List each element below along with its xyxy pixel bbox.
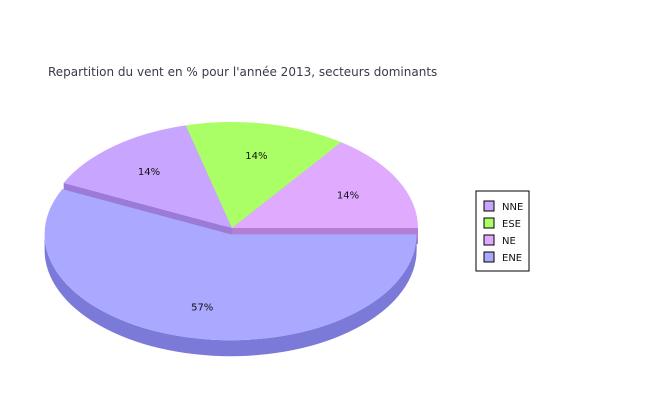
legend-label-ese: ESE (502, 219, 521, 230)
legend: NNE ESE NE ENE (475, 190, 530, 272)
pie-labels: 57% 14% 14% 14% (138, 151, 359, 314)
pie-slices (44, 122, 418, 357)
legend-swatch-ese (483, 217, 495, 229)
legend-swatch-ne (483, 234, 495, 246)
legend-label-ne: NE (502, 236, 516, 247)
pie-slice-ene (44, 189, 417, 341)
slice-label-ese: 14% (245, 151, 267, 162)
chart-title: Repartition du vent en % pour l'année 20… (48, 65, 437, 79)
pie-slice-nne (63, 125, 233, 228)
legend-swatch-nne (483, 200, 495, 212)
legend-label-nne: NNE (502, 202, 523, 213)
pie-slice-ese (185, 122, 342, 228)
slice-label-ene: 57% (191, 303, 213, 314)
slice-label-ne: 14% (337, 190, 359, 201)
slice-label-nne: 14% (138, 167, 160, 178)
pie-slice-ne (232, 142, 418, 228)
legend-swatch-ene (483, 251, 495, 263)
legend-label-ene: ENE (502, 253, 522, 264)
